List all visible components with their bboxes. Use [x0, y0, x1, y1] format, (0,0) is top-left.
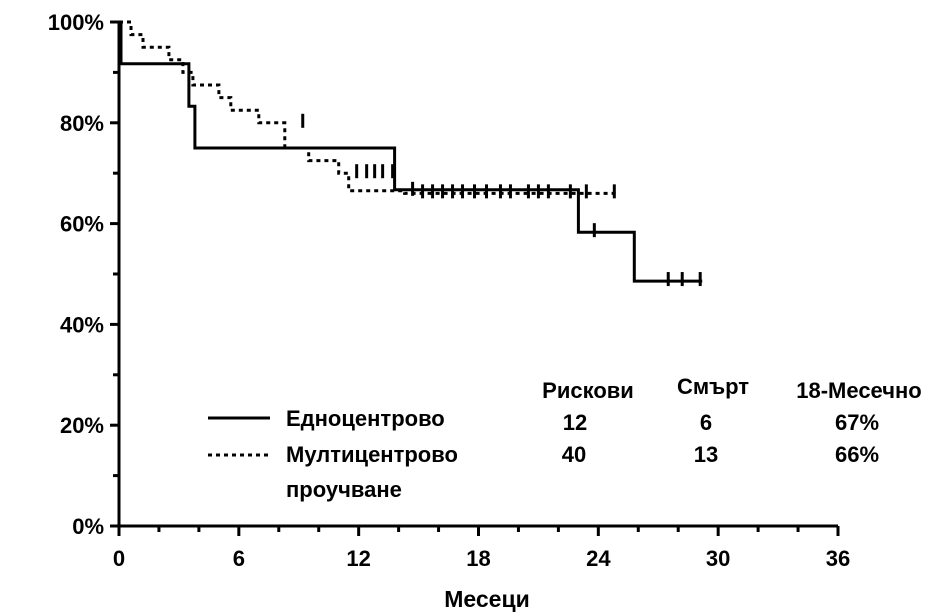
x-axis-ticks: 0 6 12 18 24 30 36 [113, 526, 850, 571]
legend-label-multicenter-line2: проучване [286, 477, 402, 502]
x-tick-label: 0 [113, 546, 125, 571]
x-tick-label: 36 [826, 546, 850, 571]
x-tick-label: 30 [706, 546, 730, 571]
rate-single-center: 67% [835, 410, 879, 435]
legend-label-multicenter-line1: Мултицентрово [286, 442, 458, 467]
y-tick-label: 0% [72, 514, 104, 539]
x-axis-label: Месеци [444, 586, 530, 612]
at-risk-single-center: 12 [563, 410, 587, 435]
legend-label-single-center: Едноцентрово [286, 406, 445, 431]
stats-table: Рискови Смърт 18-Месечно 12 6 67% 40 13 … [542, 374, 922, 467]
y-tick-label: 80% [60, 111, 104, 136]
header-at-risk: Рискови [542, 378, 634, 403]
header-deaths: Смърт [677, 374, 749, 399]
x-tick-label: 18 [466, 546, 490, 571]
x-tick-label: 6 [233, 546, 245, 571]
series-line-multicenter [119, 20, 619, 195]
at-risk-multicenter: 40 [562, 442, 586, 467]
y-tick-label: 60% [60, 212, 104, 237]
x-tick-label: 12 [346, 546, 370, 571]
y-tick-label: 40% [60, 312, 104, 337]
deaths-multicenter: 13 [694, 442, 718, 467]
legend: Едноцентрово Мултицентрово проучване [208, 406, 458, 502]
y-tick-label: 20% [60, 413, 104, 438]
header-18-month: 18-Месечно [796, 378, 922, 403]
survival-curves [119, 20, 703, 287]
y-axis-ticks: 0% 20% 40% 60% 80% 100% [48, 10, 119, 539]
y-tick-label: 100% [48, 10, 104, 35]
series-line-single-center [119, 20, 703, 283]
deaths-single-center: 6 [700, 410, 712, 435]
rate-multicenter: 66% [835, 442, 879, 467]
x-tick-label: 24 [586, 546, 611, 571]
